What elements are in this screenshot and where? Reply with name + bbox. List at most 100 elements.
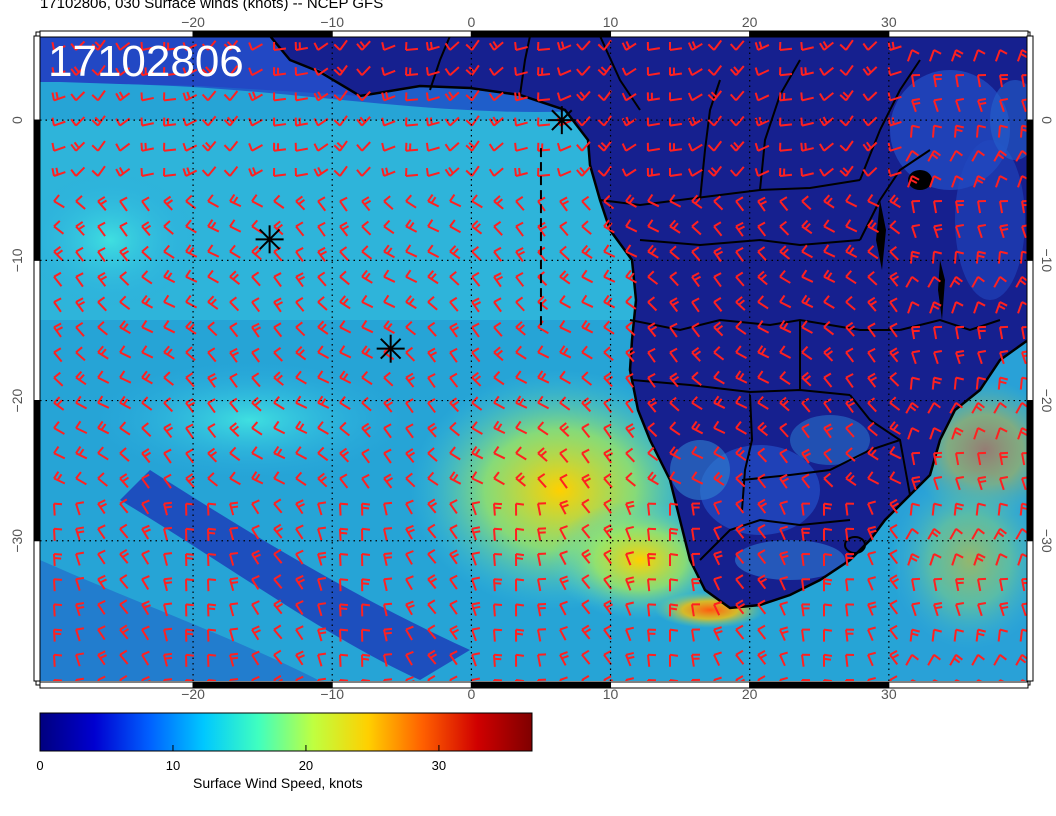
wind-barb [955,577,965,592]
wind-barb [97,221,106,237]
wind-barb [646,41,661,51]
wind-barb [691,246,701,262]
wind-barb [887,67,902,77]
wind-barb [75,677,85,681]
wind-barb [801,269,814,283]
wind-barb [383,602,393,617]
wind-barb [141,575,150,590]
wind-barb [801,195,812,211]
wind-barb [735,421,747,435]
wind-barb [839,64,854,76]
wind-barb [647,527,657,541]
wind-barb [867,245,879,260]
wind-barb [91,39,106,51]
wind-barb [182,142,198,152]
wind-barb [729,90,745,102]
wind-barb [559,196,570,212]
wind-barb [248,167,263,177]
wind-barb [955,349,965,365]
wind-barb [691,578,701,592]
wind-barb [669,471,682,485]
wind-barb [669,653,679,667]
wind-barb [729,65,745,76]
wind-barb [295,272,306,288]
wind-barb [141,396,153,411]
wind-barb [907,427,920,440]
wind-barb [845,270,857,285]
wind-barb [515,578,525,592]
wind-barb [1019,628,1028,642]
wind-barb [597,165,612,177]
wind-barb [515,221,524,237]
wind-barb [115,67,131,76]
wind-barb [559,448,569,464]
wind-barb [779,245,791,260]
storm-marker [376,334,405,363]
wind-barb [317,652,327,667]
axis-segment [470,681,612,689]
wind-barb [97,247,106,262]
wind-barb [933,349,943,365]
wind-barb [537,345,550,359]
wind-barb [949,276,963,288]
wind-barb [119,246,130,262]
wind-barb [53,471,66,485]
wind-barb [115,117,131,127]
wind-barb [911,602,921,617]
wind-barb [51,142,66,152]
wind-barb [581,371,593,386]
wind-barb [381,91,396,102]
wind-barb [735,296,746,311]
wind-barb [405,372,416,388]
wind-barb [757,599,767,615]
wind-barb [427,373,436,389]
wind-barb [757,370,770,384]
wind-barb [140,92,154,102]
wind-barb [425,167,440,177]
wind-barb [449,675,458,681]
wind-barb [339,628,349,642]
wind-barb [229,551,239,566]
wind-barb [251,625,261,641]
wind-barb [119,395,132,410]
wind-barb [862,40,878,51]
wind-barb [427,674,436,681]
wind-barb [185,603,195,617]
wind-barb [163,117,177,127]
wind-barb [405,625,414,641]
wind-barb [163,220,174,235]
wind-barb [971,402,985,414]
wind-barb [713,346,725,361]
axis-segment [33,400,41,542]
wind-barb [427,194,440,208]
wind-barb [361,502,371,516]
wind-barb [493,371,505,386]
wind-barb [444,166,460,177]
wind-barb [427,270,439,285]
wind-barb [581,624,592,640]
wind-barb [867,322,876,338]
axis-segment [39,681,194,689]
wind-barb [621,67,637,77]
wind-barb [707,115,723,127]
wind-barb [862,116,878,127]
wind-barb [603,675,614,681]
wind-barb [581,244,593,259]
wind-barb [823,527,833,541]
wind-barb [537,117,551,127]
wind-barb [493,653,503,667]
wind-barb [971,654,985,666]
wind-barb [687,67,703,77]
wind-barb [339,578,349,592]
wind-barb [537,577,547,592]
wind-barb [493,272,503,288]
wind-barb [356,141,371,152]
wind-barb [294,92,308,102]
wind-barb [163,602,173,617]
wind-barb [889,471,902,485]
wind-barb [471,471,484,485]
wind-barb [185,219,197,234]
storm-marker [255,225,284,254]
wind-barb [801,502,811,516]
